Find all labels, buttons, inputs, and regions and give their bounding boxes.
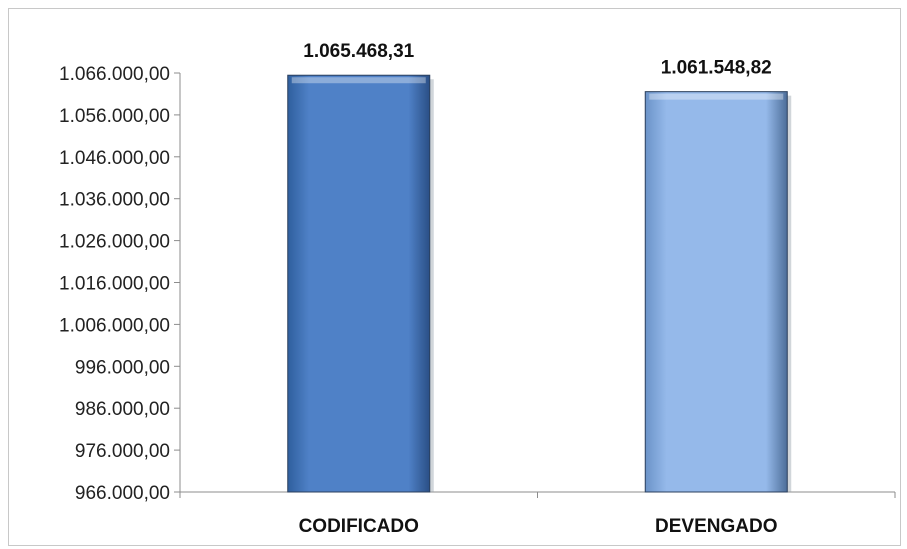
bar-highlight <box>291 77 426 84</box>
y-tick-label: 976.000,00 <box>75 441 170 462</box>
y-tick-label: 1.066.000,00 <box>59 64 170 85</box>
y-tick-label: 1.036.000,00 <box>59 190 170 211</box>
y-tick-label: 1.016.000,00 <box>59 274 170 295</box>
y-tick-label: 1.026.000,00 <box>59 232 170 253</box>
y-tick-label: 996.000,00 <box>75 357 170 378</box>
x-tick-label: CODIFICADO <box>299 516 419 537</box>
y-tick-label: 966.000,00 <box>75 483 170 504</box>
y-tick-label: 986.000,00 <box>75 399 170 420</box>
y-tick-label: 1.056.000,00 <box>59 106 170 127</box>
bar-devengado <box>644 91 788 493</box>
y-tick-label: 1.046.000,00 <box>59 148 170 169</box>
y-tick-label: 1.006.000,00 <box>59 315 170 336</box>
data-label: 1.065.468,31 <box>303 41 414 62</box>
bar-codificado <box>287 74 431 493</box>
data-label: 1.061.548,82 <box>661 58 772 79</box>
x-tick-label: DEVENGADO <box>655 516 777 537</box>
bar-highlight <box>649 93 784 100</box>
